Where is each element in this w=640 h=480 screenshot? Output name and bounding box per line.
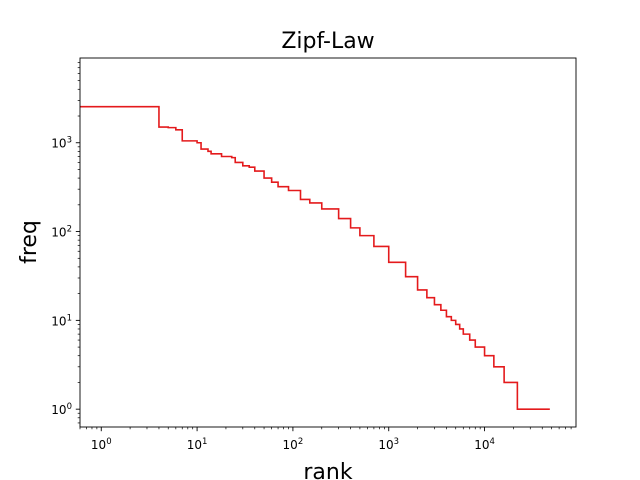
x-tick-label: 103 xyxy=(378,437,399,452)
y-tick-label: 101 xyxy=(51,313,72,328)
y-axis-label: freq xyxy=(17,220,42,264)
chart-title: Zipf-Law xyxy=(281,29,374,54)
x-tick-label: 101 xyxy=(187,437,208,452)
x-axis-label: rank xyxy=(303,460,352,480)
y-tick-label: 103 xyxy=(51,136,72,151)
axes-frame xyxy=(79,57,577,428)
x-tick-label: 102 xyxy=(283,437,304,452)
y-tick-label: 100 xyxy=(51,402,72,417)
x-tick-label: 104 xyxy=(474,437,495,452)
plot-area: 100 101 102 103 104 100 101 102 103 xyxy=(51,57,577,452)
x-tick-label: 100 xyxy=(91,437,112,452)
y-tick-label: 102 xyxy=(51,225,72,240)
series-line-0 xyxy=(80,105,550,410)
